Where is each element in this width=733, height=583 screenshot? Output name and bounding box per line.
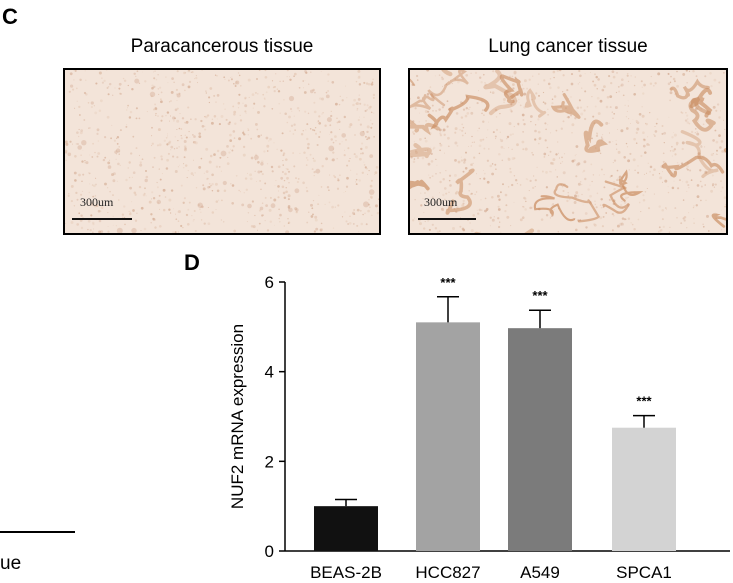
bar-spca1 [612,427,676,551]
y-tick-label: 0 [265,542,274,561]
x-tick-label: BEAS-2B [310,563,382,582]
x-tick-label: A549 [520,563,560,582]
significance-label: *** [636,394,652,409]
cropped-axis-line [0,531,75,533]
scale-label-lung-cancer: 300um [424,195,458,209]
significance-label: *** [532,288,548,303]
x-tick-label: HCC827 [415,563,480,582]
panel-d-letter: D [184,250,200,275]
lung-cancer-texture [410,70,726,233]
paracancerous-title: Paracancerous tissue [130,36,314,57]
scale-bar-paracancerous [72,218,132,220]
y-tick-label: 6 [265,273,274,292]
panel-c-letter: C [2,4,18,29]
y-tick-label: 2 [265,452,274,471]
cropped-label-fragment: ue [0,553,22,574]
bar-a549 [508,328,572,551]
significance-label: *** [440,275,456,290]
y-tick-label: 4 [265,363,274,382]
scale-label-paracancerous: 300um [80,195,114,209]
scale-bar-lung-cancer [418,218,476,220]
bar-beas-2b [314,506,378,551]
lung-cancer-title: Lung cancer tissue [488,36,648,57]
y-axis-label: NUF2 mRNA expression [228,324,247,509]
paracancerous-texture [65,70,379,233]
lung-cancer-micrograph [408,68,728,235]
x-tick-label: SPCA1 [616,563,672,582]
bar-hcc827 [416,322,480,551]
paracancerous-micrograph [63,68,381,235]
